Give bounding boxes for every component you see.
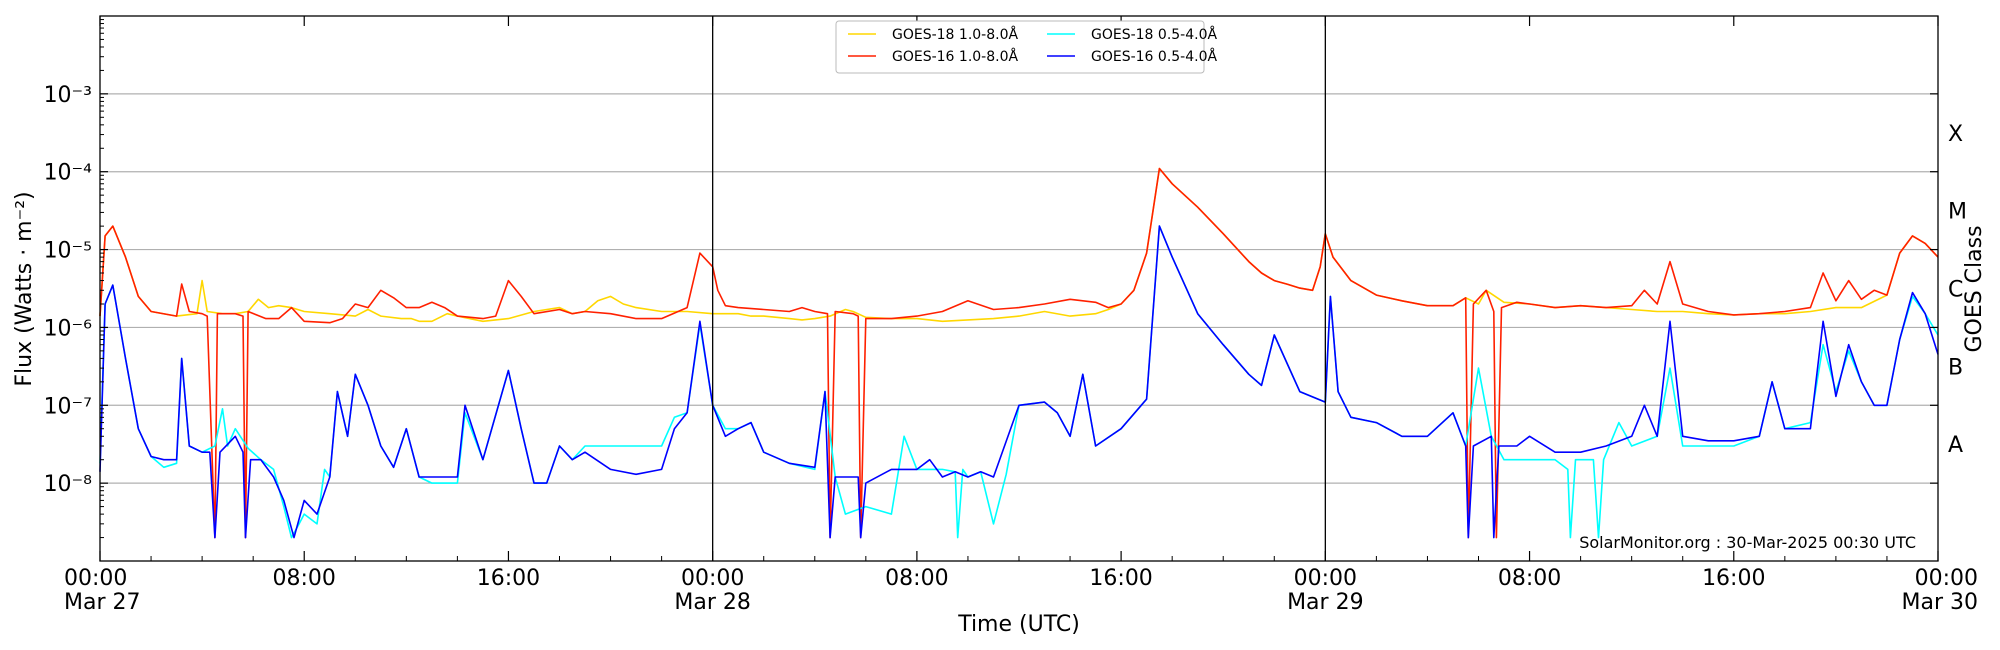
x-tick-time: 08:00 [885,566,948,591]
goes-class-label: X [1948,122,1963,147]
series-line [99,167,1939,539]
x-tick-date: Mar 28 [674,590,751,615]
x-tick-time: 00:00 [1294,566,1357,591]
y-tick-label: 10⁻⁶ [44,316,93,341]
footer-credit: SolarMonitor.org : 30-Mar-2025 00:30 UTC [1579,533,1916,552]
x-tick-time: 16:00 [1089,566,1152,591]
series-line [99,225,1939,539]
goes-class-label: M [1948,200,1967,225]
x-tick-date: Mar 30 [1902,590,1979,615]
x-tick-time: 16:00 [477,566,540,591]
y-tick-label: 10⁻⁸ [44,472,93,497]
x-tick-time: 00:00 [681,566,744,591]
grid [100,93,1938,484]
y-tick-label: 10⁻³ [44,83,92,108]
x-tick-time: 08:00 [273,566,336,591]
x-tick-time: 16:00 [1702,566,1765,591]
y-tick-label: 10⁻⁷ [44,394,92,419]
x-tick-time: 00:00 [64,566,127,591]
x-tick-time: 00:00 [1915,566,1978,591]
y-tick-label: 10⁻⁴ [44,161,93,186]
legend: GOES-18 1.0-8.0Å GOES-16 1.0-8.0Å GOES-18 … [835,20,1217,74]
legend-label: GOES-18 1.0-8.0Å [892,26,1018,43]
legend-label: GOES-18 0.5-4.0Å [1091,26,1217,43]
y-tick-label: 10⁻⁵ [44,239,92,264]
series-lines [99,167,1939,539]
goes-class-label: B [1948,355,1963,380]
goes-class-axis: A B C M X [1948,122,1967,458]
legend-box [835,20,1205,74]
legend-label: GOES-16 1.0-8.0Å [892,48,1018,65]
goes-class-label: C [1948,278,1963,303]
day-dividers [712,16,1326,561]
y-axis-label: Flux (Watts · m⁻²) [12,191,37,386]
legend-label: GOES-16 0.5-4.0Å [1091,48,1217,65]
x-axis-label: Time (UTC) [957,612,1080,637]
y-axis: 10⁻⁸ 10⁻⁷ 10⁻⁶ 10⁻⁵ 10⁻⁴ 10⁻³ [44,19,1938,539]
series-line [99,225,1939,539]
x-tick-date: Mar 29 [1287,590,1364,615]
goes-class-label: A [1948,433,1963,458]
y2-axis-label: GOES Class [1962,225,1987,352]
x-tick-date: Mar 27 [64,590,141,615]
x-tick-time: 08:00 [1498,566,1561,591]
